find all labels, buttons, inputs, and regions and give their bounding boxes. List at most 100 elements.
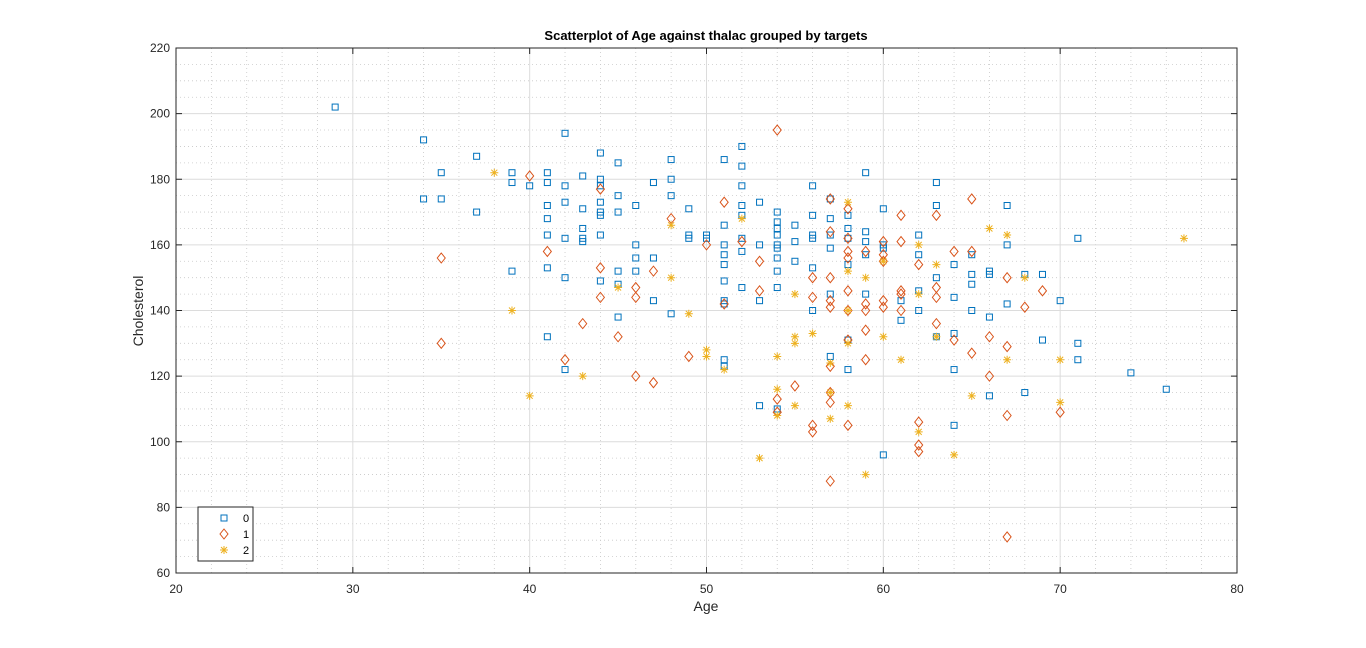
legend-label: 2 xyxy=(243,545,249,557)
data-point xyxy=(702,352,711,361)
data-point xyxy=(843,245,853,258)
x-tick-label: 60 xyxy=(877,582,891,596)
data-point xyxy=(914,445,924,458)
data-point xyxy=(1074,234,1082,242)
data-point xyxy=(1003,241,1011,249)
data-point xyxy=(862,169,870,177)
data-point xyxy=(701,239,712,251)
data-point xyxy=(738,234,746,242)
y-axis-label: Cholesterol xyxy=(130,276,146,347)
data-point xyxy=(738,284,746,292)
data-point xyxy=(561,274,569,282)
data-point xyxy=(879,244,887,252)
data-point xyxy=(807,271,818,284)
data-point xyxy=(861,353,871,366)
data-point xyxy=(932,332,941,341)
data-point xyxy=(508,179,516,187)
data-point xyxy=(685,205,693,213)
data-point xyxy=(809,182,817,190)
data-point xyxy=(968,270,976,278)
data-point xyxy=(596,211,604,219)
y-tick-label: 60 xyxy=(157,566,171,580)
data-point xyxy=(508,169,516,177)
y-tick-label: 160 xyxy=(150,238,170,252)
legend: 0 1 2 xyxy=(197,506,254,562)
data-point xyxy=(596,182,604,190)
x-tick-label: 20 xyxy=(169,582,183,596)
data-point xyxy=(720,277,728,285)
data-point xyxy=(878,294,888,307)
data-point xyxy=(1003,300,1011,308)
data-point xyxy=(773,284,781,292)
data-point xyxy=(684,350,694,363)
y-tick-label: 200 xyxy=(150,107,170,121)
data-point xyxy=(738,247,746,255)
data-point xyxy=(773,267,781,275)
data-point xyxy=(843,306,852,315)
data-point xyxy=(754,285,765,297)
data-point xyxy=(1179,234,1188,243)
data-point xyxy=(595,183,606,195)
y-tick-label: 80 xyxy=(157,500,171,514)
data-point xyxy=(915,307,923,314)
data-point xyxy=(807,426,818,438)
data-point xyxy=(809,234,817,242)
data-point xyxy=(437,169,445,177)
data-point xyxy=(968,251,976,259)
data-point xyxy=(579,205,587,213)
data-point xyxy=(950,421,958,429)
data-point xyxy=(861,470,870,479)
data-point xyxy=(667,273,676,282)
data-point xyxy=(1074,356,1082,364)
data-point xyxy=(756,241,764,249)
x-tick-label: 40 xyxy=(523,582,537,596)
data-point xyxy=(614,267,622,275)
data-point xyxy=(561,234,569,242)
data-point xyxy=(843,198,852,207)
data-point xyxy=(1003,355,1012,364)
data-point xyxy=(596,149,604,157)
data-point xyxy=(420,136,428,144)
data-point xyxy=(790,339,799,348)
data-point xyxy=(773,208,781,216)
data-point xyxy=(525,170,535,182)
data-point xyxy=(1074,339,1082,347)
data-point xyxy=(809,211,817,219)
y-tick-label: 100 xyxy=(150,435,170,449)
data-point xyxy=(543,169,551,177)
data-point xyxy=(720,300,728,308)
data-point xyxy=(826,290,834,298)
data-point xyxy=(631,291,641,304)
data-point xyxy=(984,330,995,343)
data-point xyxy=(648,376,659,389)
data-point xyxy=(1038,336,1046,344)
data-point xyxy=(843,267,852,276)
data-point xyxy=(896,209,906,222)
data-point xyxy=(791,238,799,246)
data-point xyxy=(756,198,764,206)
data-point xyxy=(985,224,994,233)
data-point xyxy=(932,179,940,187)
data-point xyxy=(825,225,835,238)
data-point xyxy=(738,182,746,190)
data-point xyxy=(914,416,924,428)
data-point xyxy=(950,450,959,459)
data-point xyxy=(861,324,871,336)
data-point xyxy=(807,419,818,432)
data-point xyxy=(738,142,746,150)
data-point xyxy=(614,283,623,292)
data-point xyxy=(843,202,853,215)
data-point xyxy=(843,401,852,410)
data-point xyxy=(950,366,958,374)
data-point xyxy=(861,304,871,317)
data-points xyxy=(331,103,1188,543)
data-point xyxy=(843,339,852,348)
data-point xyxy=(914,240,923,249)
data-point xyxy=(737,235,747,248)
data-point xyxy=(950,293,958,301)
data-point xyxy=(649,254,657,262)
data-point xyxy=(667,192,675,200)
data-point xyxy=(879,205,887,213)
data-point xyxy=(737,214,746,223)
data-point xyxy=(561,198,569,206)
